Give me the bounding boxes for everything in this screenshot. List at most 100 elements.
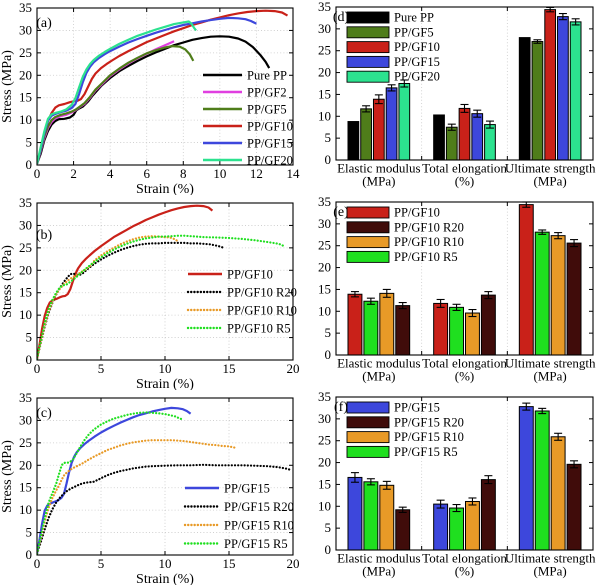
- panel-label: (b): [36, 228, 53, 243]
- bar-pp-gf20-1: [484, 124, 496, 161]
- y-axis: 0 5 10 15 20 25 30 35: [318, 195, 593, 362]
- x-tick-label: 5: [98, 556, 105, 571]
- legend-swatch-pp-gf15-r5: [346, 445, 390, 458]
- y-tick-label: 10: [318, 498, 331, 513]
- y-tick-label: 5: [325, 325, 332, 340]
- bar-pure-pp-0: [347, 121, 360, 161]
- legend-label: PP/GF15 R20: [224, 500, 294, 514]
- plot-border: [335, 201, 594, 356]
- series-pp-gf15-r10: [37, 439, 237, 555]
- error-bar: [436, 499, 445, 509]
- error-bar: [570, 460, 579, 469]
- series-pp-gf15-r5: [37, 411, 183, 555]
- y-tick-label: 0: [325, 542, 332, 557]
- x-tick-label: 8: [180, 166, 187, 181]
- legend-label: PP/GF15 R10: [224, 519, 294, 533]
- error-bar: [554, 432, 563, 441]
- bar-pure-pp-2: [518, 37, 531, 161]
- bar-pp-gf15-r20-0: [395, 509, 411, 551]
- bar-pure-pp-1: [433, 114, 445, 161]
- y-tick-label: 25: [19, 240, 32, 255]
- bar-pp-gf10-r20-2: [566, 242, 582, 356]
- plot-border: [335, 6, 594, 161]
- category-label: Total elongation: [422, 551, 507, 566]
- y-tick-label: 0: [26, 547, 33, 562]
- legend-swatch-pp-gf15-r10: [346, 431, 390, 444]
- series-pure-pp: [37, 35, 271, 165]
- error-bar: [366, 478, 375, 486]
- y-tick-label: 5: [26, 525, 33, 540]
- bar-pp-gf20-0: [398, 83, 411, 161]
- bar-pp-gf15-r5-0: [363, 481, 379, 551]
- bar-pp-gf20-2: [569, 21, 582, 161]
- error-bar: [350, 472, 359, 483]
- y-tick-label: 20: [318, 65, 331, 80]
- x-axis: Elastic modulus(MPa)Total elongation(%)U…: [337, 397, 596, 579]
- plot-border: [36, 7, 294, 166]
- x-tick-label: 20: [287, 556, 300, 571]
- y-tick-label: 30: [318, 411, 331, 426]
- bar-pp-gf10-2: [518, 204, 534, 356]
- error-bar: [460, 103, 469, 113]
- y-tick-label: 25: [318, 433, 331, 448]
- legend-label: PP/GF15 R5: [394, 445, 458, 459]
- panel-label: (f): [334, 400, 348, 415]
- error-bar: [484, 475, 493, 485]
- legend-label: PP/GF2: [247, 86, 287, 100]
- x-axis: 0 5 10 15 20: [34, 203, 300, 376]
- bar-pp-gf10-r5-1: [449, 306, 465, 356]
- x-axis: 0 2 4 6 8 10 12 14: [34, 8, 300, 181]
- x-tick-label: 4: [107, 166, 114, 181]
- category-label-unit: (MPa): [362, 174, 395, 189]
- y-axis-title: Stress (MPa): [0, 440, 15, 513]
- error-bar: [382, 480, 391, 490]
- legend-swatch-pp-gf15: [346, 55, 390, 68]
- error-bar: [538, 407, 547, 415]
- y-tick-label: 20: [318, 455, 331, 470]
- error-bar: [350, 291, 359, 298]
- plot-border: [335, 396, 594, 551]
- bars: [347, 402, 582, 551]
- series-pp-gf20: [37, 20, 197, 164]
- y-axis-title: Stress (MPa): [0, 50, 15, 123]
- series-pp-gf2: [37, 40, 175, 165]
- y-tick-label: 15: [19, 285, 32, 300]
- y-tick-label: 30: [19, 22, 32, 37]
- panel-a-stress-strain-chart: 0 2 4 6 8 10 12 14 0 5 10 15 20 25 30 35 Strain (%) Stres…: [0, 0, 300, 195]
- bar-pp-gf5-1: [445, 126, 458, 161]
- bars: [347, 6, 582, 161]
- y-tick-label: 15: [318, 476, 331, 491]
- series-pp-gf10-r5: [37, 234, 286, 360]
- series-pp-gf10: [37, 9, 289, 164]
- panel-b-stress-strain-chart: 0 5 10 15 20 0 5 10 15 20 25 30 35 Strain (%) Stress (…: [0, 195, 300, 390]
- x-tick-label: 14: [287, 166, 301, 181]
- bar-pp-gf15-r20-1: [480, 479, 496, 551]
- series-pp-gf10-r20: [37, 241, 225, 360]
- bar-pp-gf10-r5-0: [363, 300, 379, 356]
- y-tick-label: 15: [19, 90, 32, 105]
- bar-pp-gf15-1: [471, 113, 484, 161]
- y-tick-label: 35: [19, 195, 32, 210]
- bar-pp-gf10-r20-1: [480, 294, 496, 356]
- legend-label: PP/GF10 R5: [227, 322, 291, 336]
- y-axis: 0 5 10 15 20 25 30 35: [318, 0, 593, 167]
- legend-swatch-pp-gf5: [346, 26, 390, 39]
- bar-pp-gf15-0: [385, 87, 398, 161]
- y-tick-label: 35: [19, 0, 32, 15]
- error-bar: [468, 308, 477, 318]
- x-axis-title: Strain (%): [136, 572, 194, 585]
- legend-swatch-pp-gf10-r5: [346, 250, 390, 263]
- legend-label: PP/GF10: [394, 206, 440, 220]
- error-bar: [485, 120, 494, 129]
- y-tick-label: 10: [318, 108, 331, 123]
- bar-pp-gf10-1: [433, 302, 449, 356]
- bars: [347, 201, 582, 356]
- bar-pp-gf10-r20-0: [395, 305, 411, 356]
- legend-label: PP/GF5: [394, 25, 434, 39]
- y-tick-label: 10: [19, 307, 32, 322]
- legend-swatch-pure-pp: [346, 11, 390, 24]
- legend-swatch-pp-gf10-r10: [346, 236, 390, 249]
- legend-swatch-pp-gf15-r20: [346, 416, 390, 429]
